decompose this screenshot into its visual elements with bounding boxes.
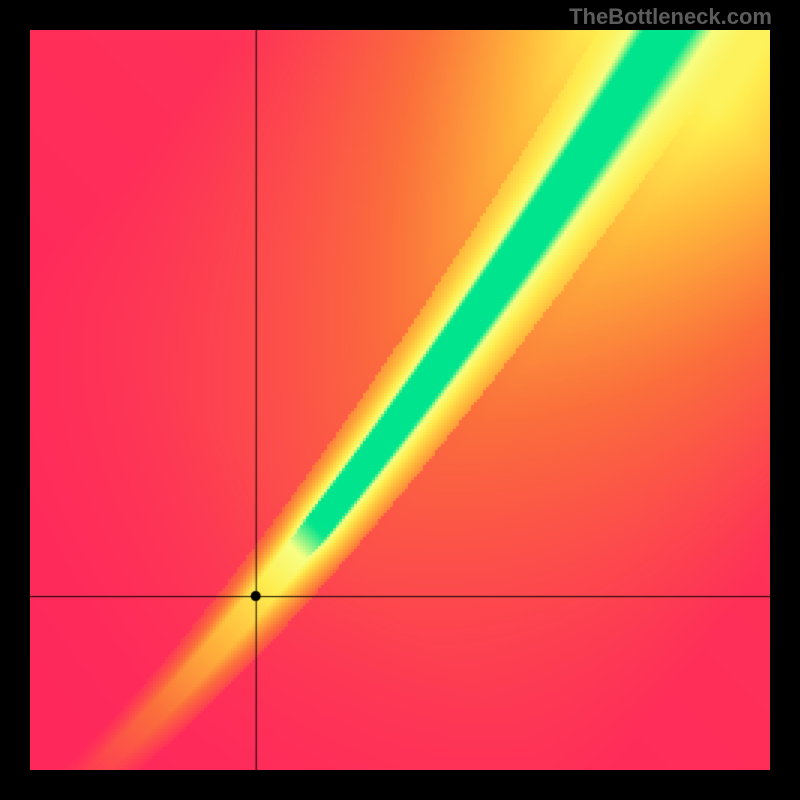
heatmap-canvas [30, 30, 770, 770]
watermark-text: TheBottleneck.com [569, 4, 772, 30]
chart-frame: TheBottleneck.com [0, 0, 800, 800]
heatmap-plot [30, 30, 770, 770]
